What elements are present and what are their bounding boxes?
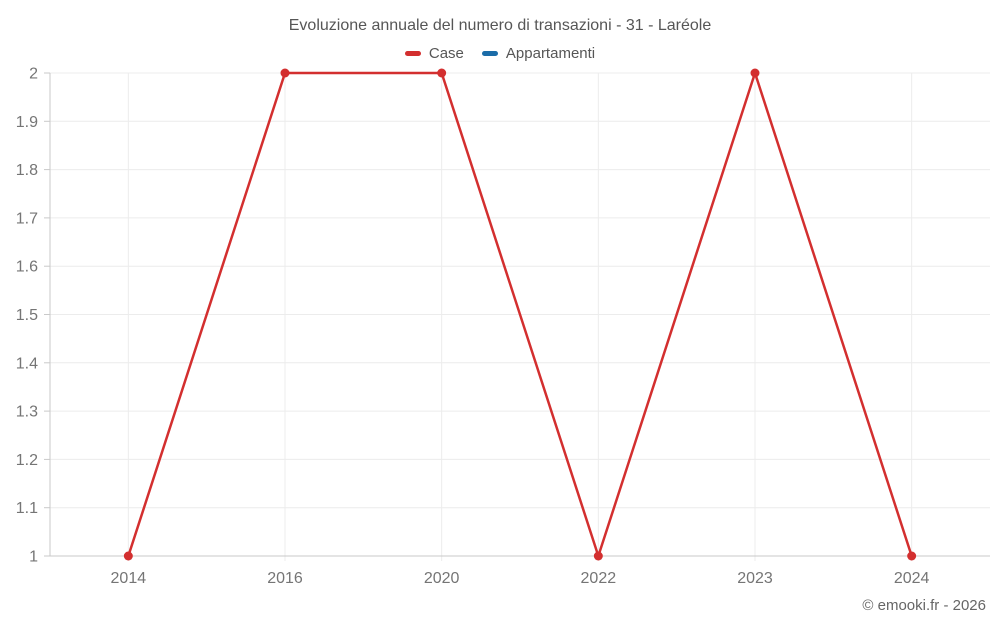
data-point[interactable] xyxy=(437,68,447,78)
appartamenti-series-marker-icon xyxy=(481,51,498,56)
x-tick-label: 2023 xyxy=(737,570,773,587)
y-tick-label: 2 xyxy=(29,66,38,83)
x-tick-label: 2024 xyxy=(894,570,930,587)
y-tick-label: 1.2 xyxy=(16,452,38,469)
data-point[interactable] xyxy=(750,68,760,78)
legend-label-case: Case xyxy=(428,45,464,62)
y-tick-label: 1 xyxy=(29,549,38,566)
y-tick-label: 1.4 xyxy=(16,355,38,372)
legend-item-case[interactable]: Case xyxy=(404,45,464,62)
x-tick-label: 2016 xyxy=(267,570,303,587)
y-tick-label: 1.7 xyxy=(16,210,38,227)
copyright: © emooki.fr - 2026 xyxy=(862,597,986,614)
chart-title: Evoluzione annuale del numero di transaz… xyxy=(288,17,712,34)
legend-label-appartamenti: Appartamenti xyxy=(505,45,596,62)
y-tick-label: 1.8 xyxy=(16,162,38,179)
series-line-case xyxy=(127,68,913,561)
data-point[interactable] xyxy=(907,551,917,561)
y-tick-label: 1.5 xyxy=(16,307,38,324)
data-point[interactable] xyxy=(280,68,290,78)
case-series-marker-icon xyxy=(404,51,421,56)
y-tick-label: 1.1 xyxy=(16,500,38,517)
y-tick-label: 1.6 xyxy=(16,259,38,276)
y-tick-label: 1.9 xyxy=(16,114,38,131)
x-tick-label: 2014 xyxy=(111,570,147,587)
y-tick-label: 1.3 xyxy=(16,404,38,421)
data-point[interactable] xyxy=(123,551,133,561)
x-tick-label: 2020 xyxy=(424,570,460,587)
data-point[interactable] xyxy=(593,551,603,561)
legend-item-appartamenti[interactable]: Appartamenti xyxy=(481,45,596,62)
x-tick-label: 2022 xyxy=(581,570,617,587)
legend: Case Appartamenti xyxy=(0,45,1000,62)
